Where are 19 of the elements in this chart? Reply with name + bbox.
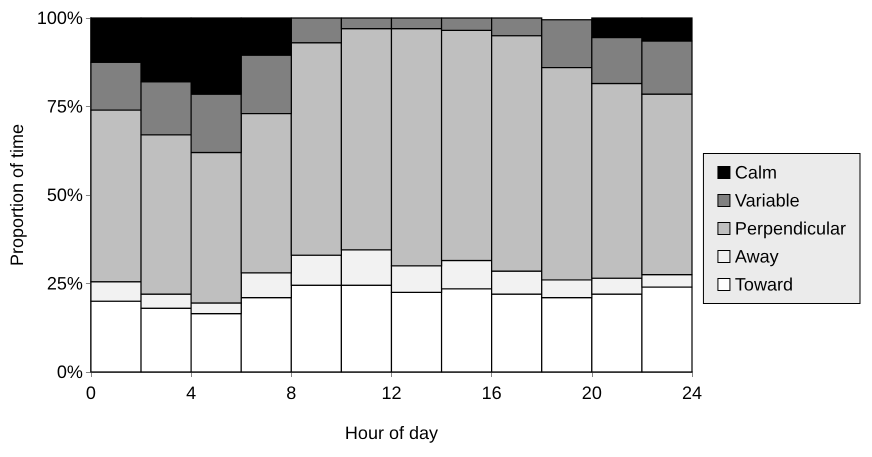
x-tick-label: 8 xyxy=(286,383,296,403)
y-tick-label: 0% xyxy=(56,362,83,382)
y-axis-title: Proportion of time xyxy=(7,124,27,266)
legend-label: Variable xyxy=(734,190,800,210)
y-tick-label: 75% xyxy=(46,96,83,116)
legend-label: Away xyxy=(734,246,779,266)
y-tick-label: 50% xyxy=(46,185,83,205)
legend-label: Calm xyxy=(734,162,777,182)
x-tick-label: 4 xyxy=(186,383,196,403)
legend-label: Perpendicular xyxy=(734,218,846,238)
legend-label: Toward xyxy=(734,274,793,294)
x-tick-label: 16 xyxy=(482,383,502,403)
y-tick-label: 100% xyxy=(36,8,83,28)
x-tick-label: 24 xyxy=(682,383,702,403)
y-tick-label: 25% xyxy=(46,274,83,294)
x-tick-label: 20 xyxy=(582,383,602,403)
x-tick-label: 12 xyxy=(381,383,402,403)
x-tick-label: 0 xyxy=(86,383,96,403)
x-axis-title: Hour of day xyxy=(344,423,438,443)
